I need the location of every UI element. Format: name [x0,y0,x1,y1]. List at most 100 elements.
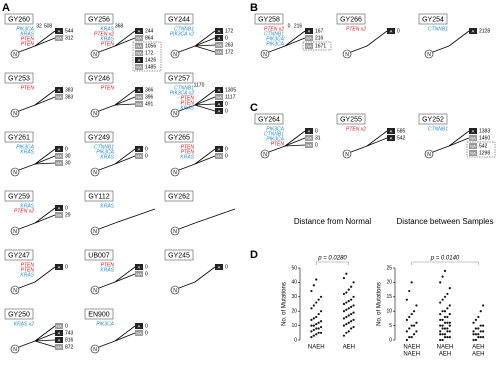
data-point [312,334,315,337]
branch [34,148,56,165]
leaf-count: 172 [225,29,234,35]
data-point [479,324,482,327]
data-point [315,323,318,326]
data-point [441,275,444,278]
sample-box [84,72,114,84]
sample-name: GY252 [422,116,444,123]
data-point [446,315,449,319]
data-point [352,295,355,298]
root-node [90,167,100,177]
data-point [446,330,449,333]
chart-title: Distance from Normal [294,217,372,226]
data-point [345,301,348,304]
leaf-tag: NA [136,64,142,69]
root-label: N [13,111,17,117]
data-point [448,312,451,316]
branch [114,89,136,106]
leaf-box [305,35,313,41]
data-point [477,333,480,336]
leaf-tag: A [218,146,221,151]
branch [366,130,388,147]
leaf-tag: A [390,135,393,140]
branch [114,266,136,283]
data-point [448,336,451,339]
data-point [472,333,475,336]
leaf-tag: NA [470,150,476,155]
root-node [342,149,352,159]
leaf-box [387,28,395,34]
leaf-box [135,271,143,277]
p-value: p = 0.0280 [317,256,347,262]
leaf-count: 0 [225,147,228,153]
leaf-tag: NA [136,330,142,335]
sample-name: UB007 [88,252,110,259]
branch [114,30,136,47]
leaf-count: 366 [145,88,154,94]
root-node [90,108,100,118]
leaf-box [215,94,223,100]
trunk [98,104,116,112]
branch [34,89,56,106]
leaf-box [55,205,63,211]
sample-name: GY249 [88,134,110,141]
gene-label: KRAS [20,203,34,209]
data-point [350,285,353,288]
inset-box [466,141,496,158]
leaf-tag: NA [216,49,222,54]
leaf-count: 2128 [479,29,490,35]
leaf-tag: A [218,101,221,106]
gene-label: PTEN [101,85,115,91]
gene-label: KRAS [100,154,114,160]
root-label: N [93,52,97,58]
gene-label: PTEN x2 [346,126,366,132]
leaf-box [55,264,63,270]
branch [448,30,470,47]
root-node [10,285,20,295]
branch [34,155,56,165]
leaf-tag: NA [136,101,142,106]
leaf-count: 542 [397,136,406,142]
data-point [405,338,408,342]
data-point [439,333,442,336]
sample-name: GY258 [258,16,280,23]
sample-name: GY266 [340,16,362,23]
leaf-count: 1671 [315,44,326,50]
leaf-count: 30 [65,161,71,167]
branch-length: 216 [294,23,303,29]
leaf-count: 312 [65,36,74,42]
data-point [443,336,447,339]
leaf-tag: NA [56,35,62,40]
x-tick-label: AEH [472,345,484,351]
root-label: N [93,170,97,176]
branch [114,332,136,342]
data-point [317,312,320,316]
data-point [352,281,355,284]
trunk [178,222,196,230]
data-point [408,289,411,293]
trunk [178,163,196,171]
sample-box [84,13,114,25]
data-point [352,318,355,321]
branch [194,148,216,165]
gene-label: PTEN [181,144,195,150]
y-axis-label: No. of Mutations [377,282,383,326]
root-label: N [263,152,267,158]
leaf-tag: NA [136,50,142,55]
leaf-box [215,42,223,48]
data-point [342,324,346,327]
data-point [441,327,444,330]
branch [194,266,216,283]
significance-bracket [411,261,479,265]
leaf-count: 491 [145,102,154,108]
sample-box [164,190,194,202]
data-point [317,327,320,330]
leaf-count: 383 [65,88,74,94]
leaf-box [387,135,395,141]
data-point [446,307,449,310]
gene-label: PTEN [101,41,115,47]
gene-label: CTNNB1 [428,126,448,132]
leaf-tag: NA [136,94,142,99]
gene-label: CTNNB1 [264,131,284,137]
branch [34,37,56,47]
data-point [312,304,315,307]
